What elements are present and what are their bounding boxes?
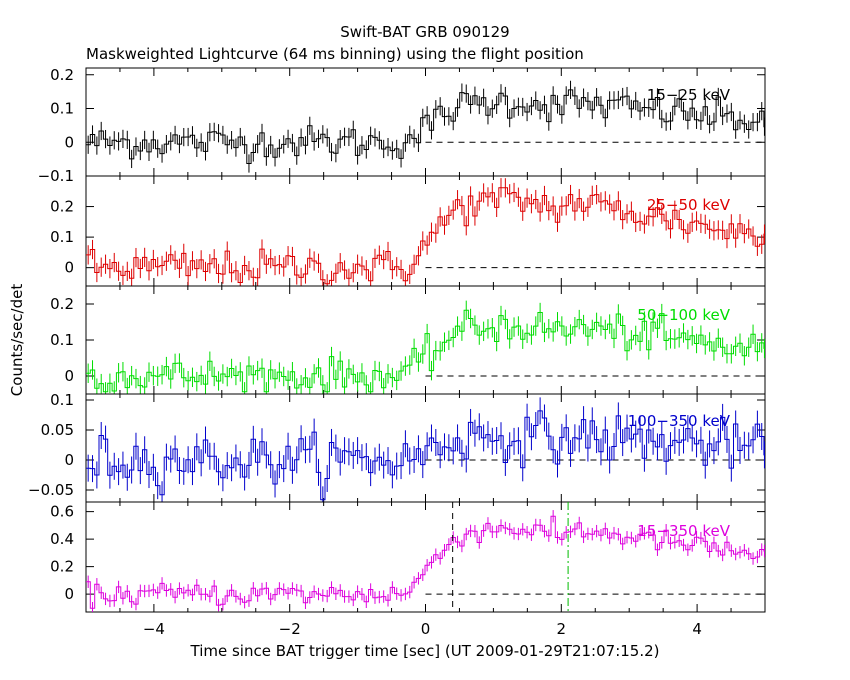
y-tick-label: 0.4 [50, 530, 74, 548]
band-label: 25−50 keV [647, 196, 731, 214]
band-label: 100−350 keV [628, 412, 731, 430]
y-tick-label: 0.1 [50, 228, 74, 246]
band-label: 15−25 keV [647, 86, 731, 104]
panel-2: 0 0.1 0.2 25−50 keV [50, 175, 766, 287]
y-tick-label: 0.05 [41, 421, 74, 439]
y-tick-label: −0.1 [38, 167, 74, 185]
x-axis-label: Time since BAT trigger time [sec] (UT 20… [190, 642, 660, 660]
x-tick-label: −4 [143, 620, 165, 638]
y-tick-label: −0.05 [28, 481, 74, 499]
y-tick-label: 0.2 [50, 295, 74, 313]
y-tick-label: 0 [64, 133, 74, 151]
x-tick-label: 4 [692, 620, 702, 638]
panel-1: −0.1 0 0.1 0.2 15−25 keV [38, 66, 766, 185]
y-tick-label: 0 [64, 585, 74, 603]
band-label: 15−350 keV [637, 522, 730, 540]
y-tick-label: 0.2 [50, 198, 74, 216]
y-tick-label: 0.2 [50, 66, 74, 84]
y-tick-label: 0 [64, 451, 74, 469]
x-tick-label: −2 [279, 620, 301, 638]
chart-subtitle: Maskweighted Lightcurve (64 ms binning) … [86, 45, 584, 63]
lightcurve-series [86, 410, 765, 501]
chart-title: Swift-BAT GRB 090129 [340, 23, 509, 41]
y-tick-label: 0.6 [50, 503, 74, 521]
band-label: 50−100 keV [637, 306, 730, 324]
panels-group: −0.1 0 0.1 0.2 15−25 keV 0 0.1 0.2 25−50 keV 0 0.1… [28, 66, 766, 638]
y-tick-label: 0 [64, 259, 74, 277]
y-tick-label: 0.2 [50, 558, 74, 576]
panel-5: 0 0.2 0.4 0.6 15−350 keV [50, 501, 766, 613]
y-tick-label: 0.1 [50, 391, 74, 409]
y-axis-label: Counts/sec/det [8, 284, 26, 397]
panel-4: −0.05 0 0.05 0.1 100−350 keV [28, 391, 766, 503]
panel-frame [85, 67, 766, 177]
y-tick-label: 0.1 [50, 331, 74, 349]
panel-3: 0 0.1 0.2 50−100 keV [50, 285, 766, 395]
x-tick-label: 2 [557, 620, 567, 638]
y-tick-label: 0 [64, 367, 74, 385]
x-tick-label: 0 [421, 620, 431, 638]
y-tick-label: 0.1 [50, 100, 74, 118]
